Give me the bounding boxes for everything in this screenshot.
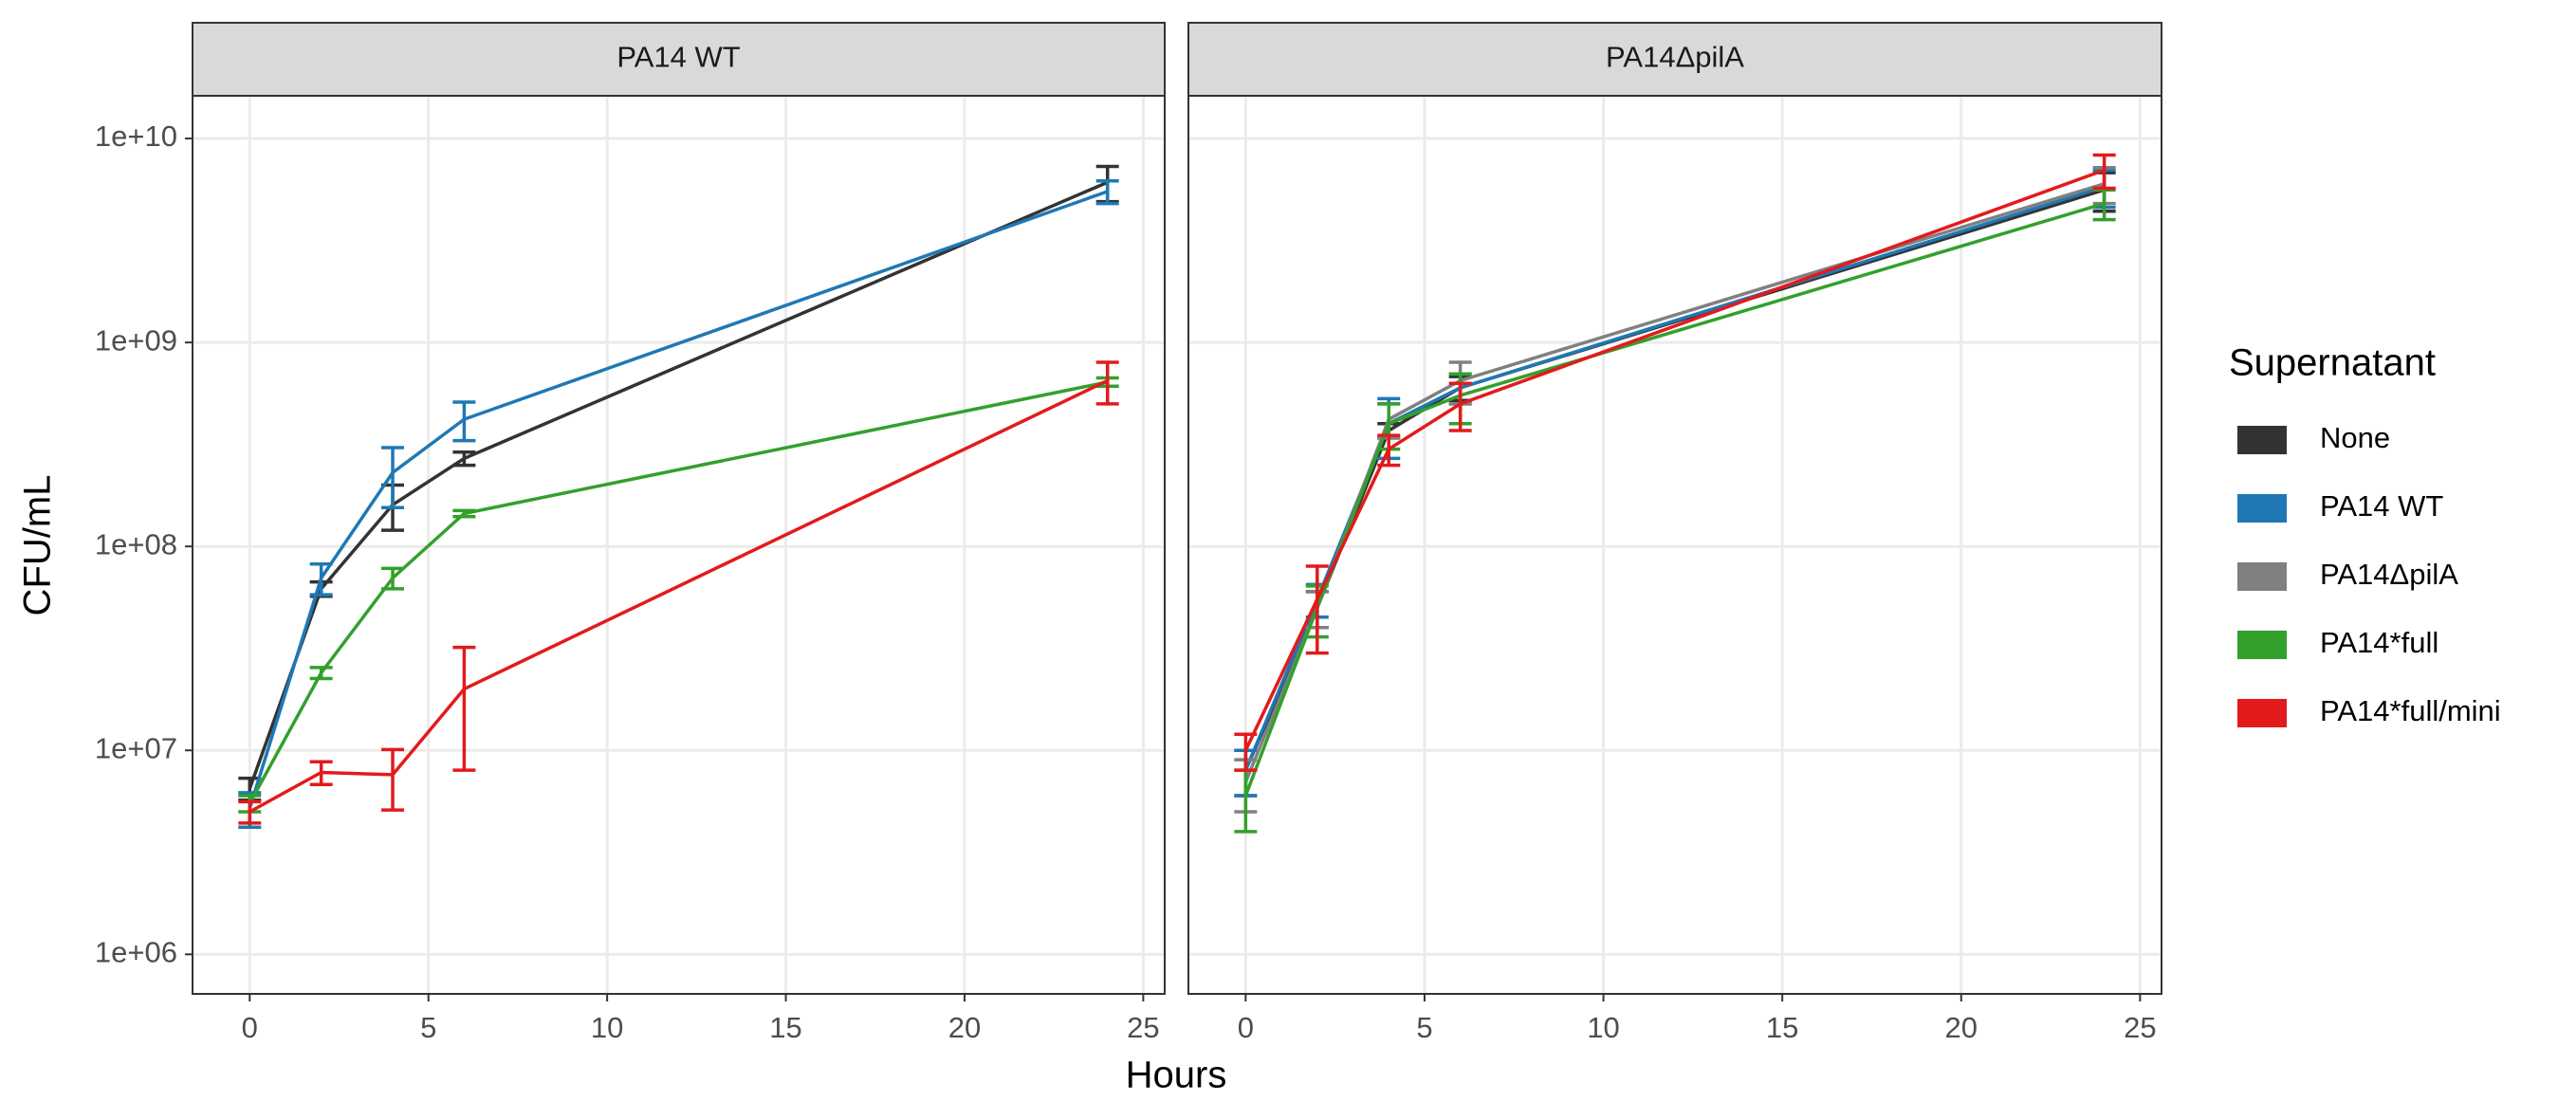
panel-border — [192, 95, 1166, 995]
y-tick-label: 1e+09 — [95, 323, 177, 357]
error-bar — [238, 799, 262, 825]
error-bar — [452, 645, 476, 772]
error-bar — [452, 400, 476, 443]
x-tick-label: 20 — [1945, 1011, 1978, 1044]
x-tick-label: 25 — [1127, 1011, 1159, 1044]
error-bar — [452, 508, 476, 519]
error-bar — [452, 450, 476, 468]
plot-area — [193, 96, 1165, 994]
error-bar — [2092, 153, 2116, 191]
legend-key — [2237, 631, 2287, 659]
x-tick-label: 15 — [1766, 1011, 1798, 1044]
legend-label: None — [2320, 421, 2390, 454]
x-tick-label: 5 — [420, 1011, 436, 1044]
x-tick-label: 25 — [2124, 1011, 2156, 1044]
panel-border — [1187, 95, 2162, 995]
legend-title: Supernatant — [2229, 342, 2436, 384]
strip — [1187, 22, 2162, 97]
y-tick-label: 1e+07 — [95, 731, 177, 764]
y-axis-title: CFU/mL — [17, 475, 59, 616]
x-tick-label: 0 — [1238, 1011, 1254, 1044]
x-tick-label: 20 — [948, 1011, 981, 1044]
y-tick-label: 1e+08 — [95, 527, 177, 560]
strip-title: PA14ΔpilA — [1606, 41, 1744, 74]
error-bar — [1234, 732, 1258, 772]
x-tick-label: 10 — [1587, 1011, 1619, 1044]
legend-key — [2237, 426, 2287, 454]
x-tick-label: 15 — [769, 1011, 801, 1044]
x-tick-label: 0 — [242, 1011, 258, 1044]
x-tick-label: 5 — [1416, 1011, 1432, 1044]
strip-title: PA14 WT — [616, 41, 740, 74]
legend-label: PA14ΔpilA — [2320, 558, 2458, 591]
error-bar — [309, 561, 333, 597]
strip — [192, 22, 1166, 97]
error-bar — [1377, 433, 1401, 468]
legend-key — [2237, 562, 2287, 591]
legend-label: PA14 WT — [2320, 489, 2443, 523]
error-bar — [309, 760, 333, 787]
legend-key — [2237, 494, 2287, 523]
error-bar — [381, 747, 405, 812]
legend-label: PA14*full — [2320, 626, 2438, 659]
error-bar — [381, 566, 405, 591]
error-bar — [1305, 564, 1329, 655]
x-tick-label: 10 — [591, 1011, 623, 1044]
x-axis-title: Hours — [1126, 1055, 1227, 1096]
legend-key — [2237, 699, 2287, 727]
legend-label: PA14*full/mini — [2320, 694, 2501, 727]
error-bar — [1095, 360, 1119, 406]
error-bar — [381, 446, 405, 510]
y-tick-label: 1e+06 — [95, 936, 177, 969]
error-bar — [309, 666, 333, 681]
error-bar — [1448, 381, 1472, 432]
plot-area — [1188, 96, 2162, 994]
error-bar — [1095, 178, 1119, 206]
y-tick-label: 1e+10 — [95, 119, 177, 153]
